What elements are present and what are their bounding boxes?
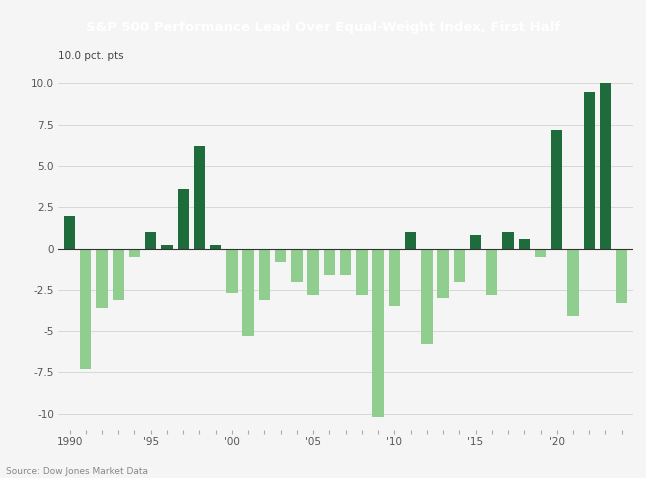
Bar [453, 249, 465, 282]
Bar [372, 249, 384, 417]
Text: Source: Dow Jones Market Data: Source: Dow Jones Market Data [6, 467, 149, 476]
Bar [242, 249, 254, 336]
Bar [112, 249, 124, 300]
Bar [145, 232, 156, 249]
Text: 10.0 pct. pts: 10.0 pct. pts [58, 52, 124, 62]
Bar [437, 249, 449, 298]
Bar [486, 249, 497, 295]
Bar [356, 249, 368, 295]
Bar [64, 216, 75, 249]
Bar [583, 92, 595, 249]
Bar [470, 235, 481, 249]
Bar [80, 249, 92, 369]
Bar [162, 245, 172, 249]
Bar [405, 232, 416, 249]
Bar [340, 249, 351, 275]
Bar [178, 189, 189, 249]
Bar [226, 249, 238, 293]
Bar [291, 249, 302, 282]
Bar [129, 249, 140, 257]
Bar [324, 249, 335, 275]
Bar [96, 249, 108, 308]
Bar [258, 249, 270, 300]
Bar [210, 245, 222, 249]
Bar [503, 232, 514, 249]
Text: S&P 500 Performance Lead Over Equal-Weight Index, First Half: S&P 500 Performance Lead Over Equal-Weig… [86, 21, 560, 34]
Bar [616, 249, 627, 303]
Bar [194, 146, 205, 249]
Bar [599, 84, 611, 249]
Bar [551, 130, 563, 249]
Bar [567, 249, 579, 316]
Bar [389, 249, 400, 306]
Bar [421, 249, 433, 344]
Bar [275, 249, 286, 262]
Bar [307, 249, 319, 295]
Bar [519, 239, 530, 249]
Bar [535, 249, 546, 257]
